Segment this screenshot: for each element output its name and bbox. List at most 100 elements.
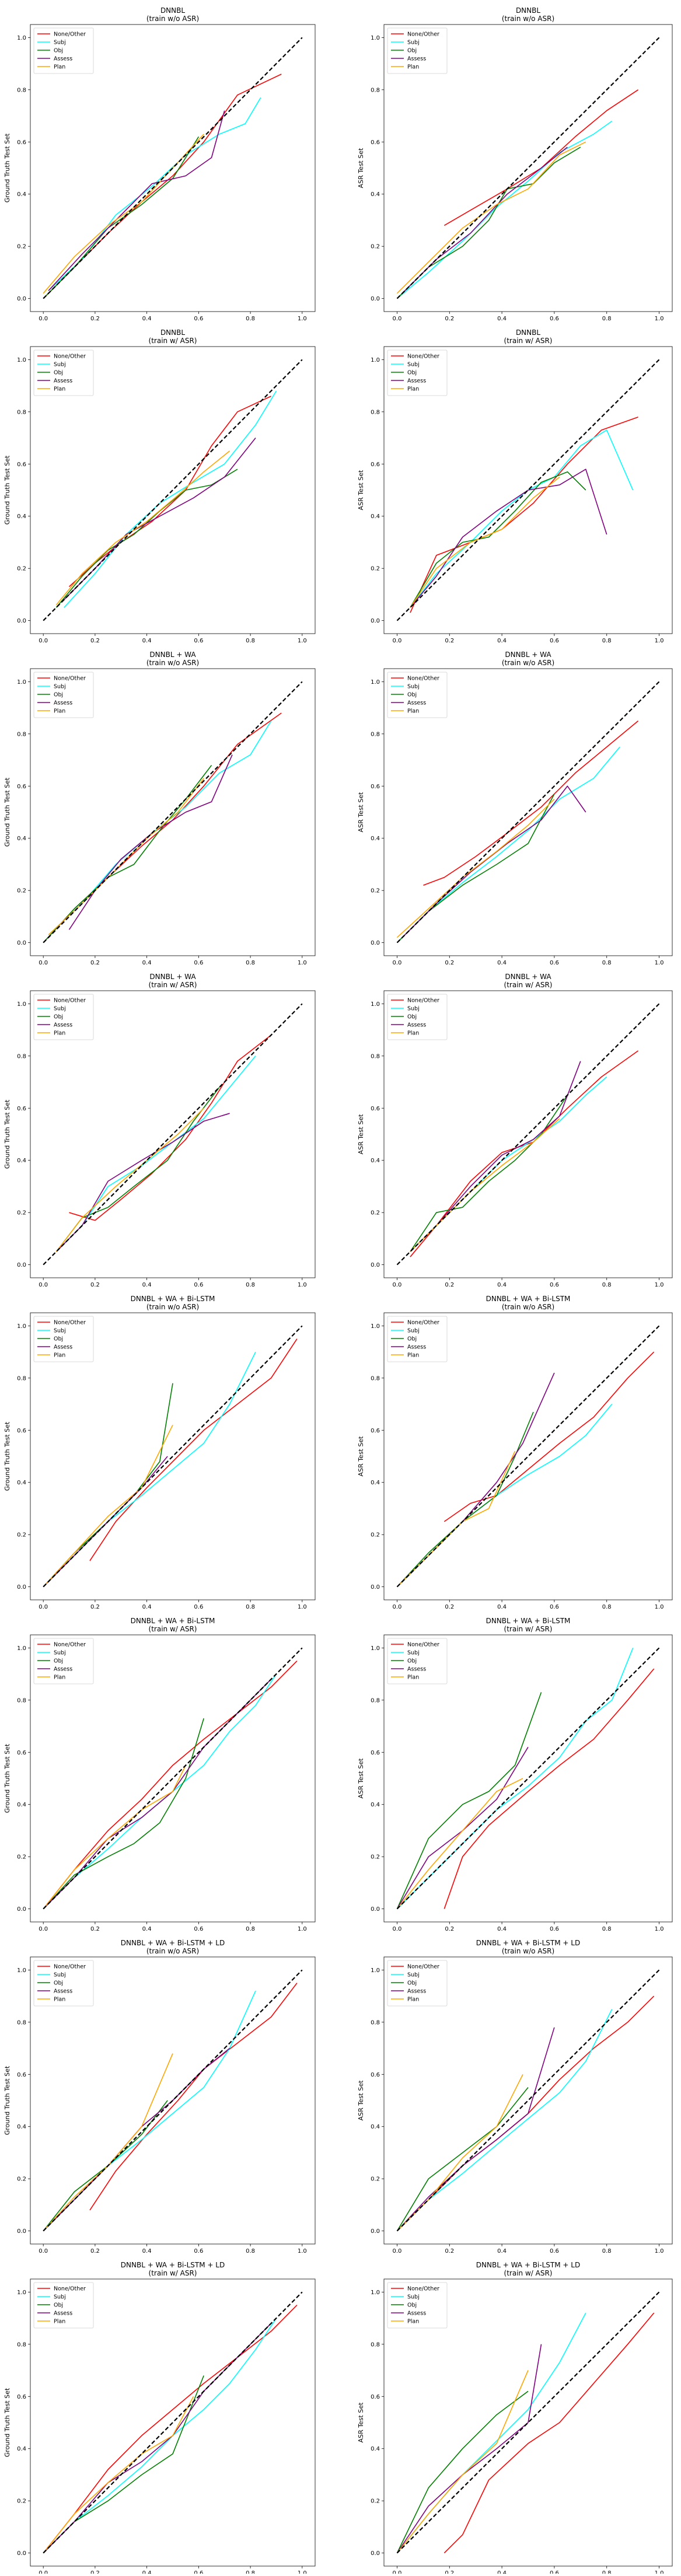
legend-label: None/Other bbox=[54, 2286, 86, 2292]
chart-title: DNNBL + WA + Bi-LSTM bbox=[131, 1617, 215, 1625]
legend-label: Subj bbox=[54, 1328, 66, 1334]
x-tick-label: 0.0 bbox=[393, 638, 402, 644]
legend-label: Assess bbox=[54, 56, 72, 62]
legend-label: Subj bbox=[54, 362, 66, 368]
y-tick-label: 0.8 bbox=[371, 1053, 380, 1060]
y-axis-label: Ground Truth Test Set bbox=[4, 133, 11, 202]
legend-label: Subj bbox=[54, 684, 66, 690]
chart-title: DNNBL bbox=[160, 6, 185, 15]
y-tick-label: 0.0 bbox=[17, 1906, 26, 1913]
series-line-none-other bbox=[89, 1338, 298, 1561]
y-tick-label: 0.2 bbox=[17, 566, 26, 572]
legend-label: Obj bbox=[407, 1014, 417, 1020]
x-tick-label: 0.0 bbox=[39, 638, 48, 644]
y-tick-label: 0.4 bbox=[371, 1158, 380, 1164]
legend-label: Plan bbox=[407, 708, 419, 715]
y-tick-label: 0.4 bbox=[17, 191, 26, 198]
x-tick-label: 0.2 bbox=[90, 638, 100, 644]
x-tick-label: 0.2 bbox=[90, 2248, 100, 2255]
x-tick-label: 0.0 bbox=[39, 960, 48, 966]
y-tick-label: 0.6 bbox=[371, 784, 380, 790]
series-line-subj bbox=[396, 2009, 613, 2232]
y-axis-label: Ground Truth Test Set bbox=[4, 1743, 11, 1813]
y-tick-label: 0.6 bbox=[17, 1750, 26, 1756]
legend-label: None/Other bbox=[54, 676, 86, 682]
y-tick-label: 0.0 bbox=[17, 1262, 26, 1268]
legend-box bbox=[387, 672, 448, 718]
legend-box bbox=[387, 2282, 448, 2329]
legend-label: Assess bbox=[407, 1344, 426, 1351]
x-tick-label: 0.8 bbox=[602, 1604, 612, 1610]
y-tick-label: 0.0 bbox=[371, 1906, 380, 1913]
series-line-none-other bbox=[43, 1661, 298, 1910]
legend-label: Plan bbox=[54, 708, 65, 715]
x-tick-label: 0.8 bbox=[246, 960, 255, 966]
y-tick-label: 0.0 bbox=[17, 618, 26, 624]
y-tick-label: 0.8 bbox=[17, 1375, 26, 1382]
series-line-assess bbox=[401, 785, 586, 938]
y-axis-label: Ground Truth Test Set bbox=[4, 455, 11, 525]
legend-label: None/Other bbox=[407, 32, 439, 38]
chart-title: DNNBL + WA + Bi-LSTM bbox=[486, 1295, 571, 1303]
x-tick-label: 0.0 bbox=[39, 316, 48, 322]
x-tick-label: 0.4 bbox=[142, 1282, 152, 1288]
legend-label: None/Other bbox=[54, 998, 86, 1004]
legend-label: Plan bbox=[54, 64, 65, 71]
x-tick-label: 0.2 bbox=[445, 1282, 454, 1288]
y-tick-label: 1.0 bbox=[17, 35, 26, 41]
y-tick-label: 0.0 bbox=[17, 940, 26, 946]
y-tick-label: 0.0 bbox=[371, 1262, 380, 1268]
chart-panel: 0.0 0.2 0.4 0.6 0.8 1.0 0.0 0.2 0.4 0.6 0.8 1.0 DNNB… bbox=[4, 973, 316, 1288]
chart-subtitle: (train w/ ASR) bbox=[149, 981, 197, 989]
x-tick-label: 0.8 bbox=[246, 1926, 255, 1932]
x-tick-label: 1.0 bbox=[655, 2248, 664, 2255]
x-tick-label: 0.6 bbox=[194, 1282, 203, 1288]
x-tick-label: 0.8 bbox=[602, 2248, 612, 2255]
x-tick-label: 1.0 bbox=[298, 1604, 307, 1610]
series-line-obj bbox=[396, 1692, 542, 1909]
series-line-none-other bbox=[43, 2305, 298, 2554]
legend-box bbox=[33, 672, 94, 718]
diagonal-reference-line bbox=[43, 1003, 303, 1266]
series-line-none-other bbox=[410, 417, 638, 613]
y-tick-label: 0.4 bbox=[17, 513, 26, 520]
x-tick-label: 0.6 bbox=[550, 1282, 559, 1288]
y-tick-label: 0.0 bbox=[371, 2228, 380, 2235]
x-tick-label: 0.2 bbox=[90, 1282, 100, 1288]
x-tick-label: 0.6 bbox=[550, 1926, 559, 1932]
y-tick-label: 0.2 bbox=[17, 2498, 26, 2505]
y-axis-label: Ground Truth Test Set bbox=[4, 1099, 11, 1169]
legend-label: Assess bbox=[407, 1666, 426, 1673]
legend-box bbox=[33, 349, 94, 396]
series-line-subj bbox=[396, 120, 613, 299]
y-tick-label: 0.6 bbox=[17, 1106, 26, 1112]
y-axis-label: ASR Test Set bbox=[357, 1758, 365, 1799]
legend-box bbox=[387, 349, 448, 396]
series-line-plan bbox=[43, 1765, 186, 1910]
chart-title: DNNBL + WA bbox=[505, 973, 551, 981]
legend-box bbox=[33, 994, 94, 1040]
chart-subtitle: (train w/o ASR) bbox=[146, 15, 199, 23]
legend-label: Subj bbox=[54, 1650, 66, 1656]
x-tick-label: 0.6 bbox=[194, 316, 203, 322]
series-line-assess bbox=[396, 2027, 555, 2232]
series-line-obj bbox=[396, 2390, 529, 2553]
diagonal-reference-line bbox=[43, 681, 303, 943]
x-tick-label: 0.4 bbox=[142, 2248, 152, 2255]
series-line-plan bbox=[396, 2370, 529, 2554]
chart-title: DNNBL + WA + Bi-LSTM + LD bbox=[476, 2261, 580, 2269]
y-tick-label: 0.8 bbox=[371, 409, 380, 415]
x-tick-label: 0.4 bbox=[497, 1604, 507, 1610]
chart-panel: 0.0 0.2 0.4 0.6 0.8 1.0 0.0 0.2 0.4 0.6 0.8 1.0 DNNB… bbox=[357, 1617, 673, 1932]
legend-label: None/Other bbox=[54, 32, 86, 38]
x-tick-label: 0.0 bbox=[393, 1604, 402, 1610]
x-tick-label: 0.0 bbox=[39, 1604, 48, 1610]
y-tick-label: 0.8 bbox=[17, 409, 26, 415]
x-tick-label: 0.0 bbox=[39, 2248, 48, 2255]
y-tick-label: 1.0 bbox=[371, 2290, 380, 2296]
legend-box bbox=[33, 1960, 94, 2007]
